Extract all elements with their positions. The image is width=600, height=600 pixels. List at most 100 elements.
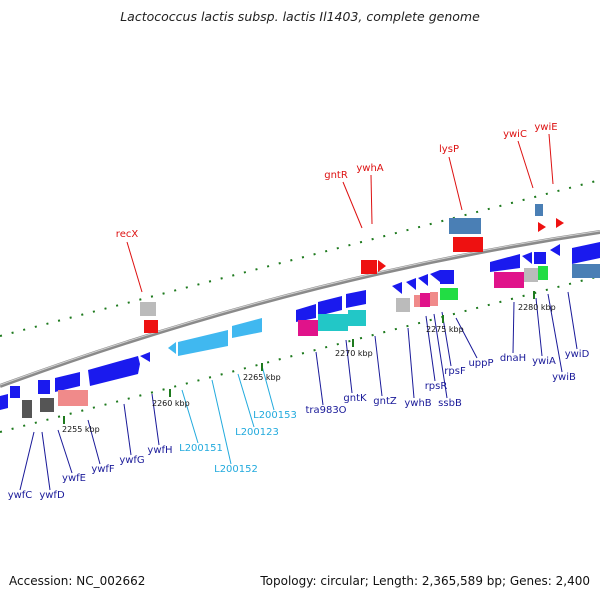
gene-feature[interactable] (538, 222, 546, 232)
gene-feature[interactable] (392, 282, 402, 294)
gene-feature[interactable] (440, 270, 454, 284)
gene-label[interactable]: ywiB (552, 372, 576, 383)
gene-feature[interactable] (535, 204, 543, 216)
gene-label[interactable]: ssbB (438, 398, 462, 409)
gene-feature[interactable] (232, 318, 262, 338)
gene-label[interactable]: ywfC (8, 490, 33, 501)
gene-label[interactable]: ywiC (503, 129, 527, 140)
gene-feature[interactable] (440, 288, 458, 300)
label-leader-line (211, 379, 232, 465)
gene-feature[interactable] (550, 244, 560, 256)
gene-feature[interactable] (178, 330, 228, 356)
gene-feature[interactable] (406, 278, 416, 290)
scale-tick-label: 2260 kbp (152, 399, 190, 408)
gene-label[interactable]: rpsF (444, 366, 466, 377)
inner-dotted-track (0, 275, 600, 433)
reverse-genes (0, 242, 600, 418)
gene-label[interactable]: L200151 (179, 443, 223, 454)
gene-feature[interactable] (418, 274, 428, 286)
label-leader-line (237, 373, 255, 428)
gene-feature[interactable] (346, 290, 366, 308)
label-leader-line (374, 335, 383, 397)
gene-label[interactable]: ywfD (39, 490, 65, 501)
gene-feature[interactable] (361, 260, 377, 274)
gene-feature[interactable] (494, 272, 524, 288)
gene-label[interactable]: ywhA (356, 163, 383, 174)
gene-feature[interactable] (490, 254, 520, 272)
gene-feature[interactable] (318, 314, 348, 331)
gene-label[interactable]: dnaH (500, 353, 526, 364)
gene-feature[interactable] (55, 372, 80, 392)
gene-label[interactable]: ywfE (62, 473, 86, 484)
label-leader-line (19, 431, 35, 491)
gene-feature[interactable] (22, 400, 32, 418)
gene-feature[interactable] (296, 304, 316, 322)
label-leader-line (448, 156, 463, 211)
label-leader-line (535, 297, 543, 357)
outer-dotted-track (0, 179, 600, 337)
gene-feature[interactable] (40, 398, 54, 412)
gene-label[interactable]: ywhB (404, 398, 431, 409)
gene-label[interactable]: L200152 (214, 464, 258, 475)
gene-feature[interactable] (414, 295, 420, 307)
gene-label[interactable]: gntR (324, 170, 348, 181)
label-leader-line (261, 365, 275, 411)
label-leader-line (315, 351, 324, 406)
gene-label[interactable]: gntZ (373, 396, 397, 407)
gene-feature[interactable] (58, 390, 88, 406)
gene-label[interactable]: ywfG (119, 455, 144, 466)
gene-label[interactable]: ywiD (565, 349, 590, 360)
gene-label[interactable]: ywfF (91, 464, 115, 475)
gene-feature[interactable] (420, 293, 430, 307)
gene-feature[interactable] (538, 266, 548, 280)
gene-label[interactable]: tra983O (305, 405, 346, 416)
gene-label[interactable]: L200123 (235, 427, 279, 438)
gene-feature[interactable] (348, 310, 366, 326)
gene-label[interactable]: ywiA (532, 356, 556, 367)
label-leader-line (433, 313, 448, 399)
gene-feature[interactable] (572, 242, 600, 264)
gene-feature[interactable] (88, 356, 140, 386)
label-leader-line (181, 389, 199, 444)
scale-tick-label: 2270 kbp (335, 349, 373, 358)
label-leader-line (87, 419, 101, 465)
label-leader-line (548, 133, 554, 185)
gene-feature[interactable] (140, 352, 150, 362)
label-leader-line (126, 241, 143, 293)
gene-feature[interactable] (524, 268, 538, 282)
forward-genes (140, 204, 564, 333)
scale-ticks-layer: 2255 kbp 2260 kbp 2265 kbp 2270 kbp 2275 kbp… (62, 291, 556, 434)
gene-feature[interactable] (556, 218, 564, 228)
gene-feature[interactable] (522, 252, 532, 264)
gene-feature[interactable] (298, 320, 318, 336)
gene-feature[interactable] (449, 218, 481, 234)
gene-feature[interactable] (378, 260, 386, 272)
gene-feature[interactable] (140, 302, 156, 316)
gene-label[interactable]: ywfH (147, 445, 172, 456)
gene-feature[interactable] (430, 292, 438, 306)
gene-feature[interactable] (534, 252, 546, 264)
gene-label[interactable]: gntK (343, 393, 367, 404)
gene-feature[interactable] (168, 342, 176, 354)
label-leader-line (407, 327, 415, 399)
gene-label[interactable]: rpsR (425, 381, 448, 392)
gene-label[interactable]: uppP (468, 358, 493, 369)
label-leader-line (370, 174, 373, 225)
gene-feature[interactable] (396, 298, 410, 312)
gene-feature[interactable] (0, 394, 8, 410)
gene-feature[interactable] (318, 296, 342, 316)
label-leader-line (342, 181, 363, 229)
label-leader-line (345, 339, 353, 394)
gene-feature[interactable] (10, 386, 20, 398)
gene-feature[interactable] (453, 237, 483, 252)
gene-feature[interactable] (572, 264, 600, 278)
gene-feature[interactable] (38, 380, 50, 394)
gene-feature[interactable] (430, 270, 440, 282)
gene-label[interactable]: ywiE (534, 122, 557, 133)
gene-label[interactable]: L200153 (253, 410, 297, 421)
gene-feature[interactable] (144, 320, 158, 333)
gene-label[interactable]: lysP (439, 144, 459, 155)
label-leader-line (547, 293, 563, 373)
scale-tick-label: 2265 kbp (243, 373, 281, 382)
gene-label[interactable]: recX (116, 229, 139, 240)
